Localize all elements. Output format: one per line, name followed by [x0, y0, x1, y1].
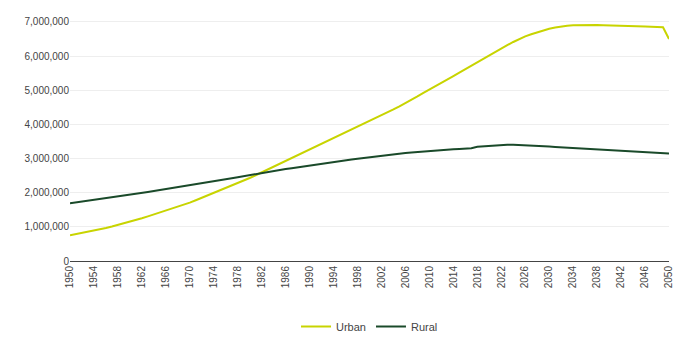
svg-text:1970: 1970 [184, 266, 195, 289]
svg-text:6,000,000: 6,000,000 [25, 51, 70, 62]
svg-text:4,000,000: 4,000,000 [25, 119, 70, 130]
svg-text:1978: 1978 [232, 266, 243, 289]
svg-text:2010: 2010 [424, 266, 435, 289]
svg-text:2006: 2006 [400, 266, 411, 289]
svg-text:2050: 2050 [663, 266, 674, 289]
svg-text:1,000,000: 1,000,000 [25, 221, 70, 232]
svg-text:5,000,000: 5,000,000 [25, 85, 70, 96]
svg-text:Urban: Urban [336, 321, 366, 333]
svg-text:1962: 1962 [136, 266, 147, 289]
svg-text:2030: 2030 [543, 266, 554, 289]
svg-text:1998: 1998 [352, 266, 363, 289]
svg-text:0: 0 [63, 256, 69, 267]
svg-text:1982: 1982 [256, 266, 267, 289]
svg-text:2026: 2026 [519, 266, 530, 289]
svg-text:2042: 2042 [615, 266, 626, 289]
svg-text:2022: 2022 [496, 266, 507, 289]
svg-text:2034: 2034 [567, 266, 578, 289]
svg-text:2002: 2002 [376, 266, 387, 289]
svg-text:2014: 2014 [448, 266, 459, 289]
svg-text:2,000,000: 2,000,000 [25, 187, 70, 198]
svg-text:3,000,000: 3,000,000 [25, 153, 70, 164]
svg-text:Rural: Rural [411, 321, 437, 333]
svg-text:1990: 1990 [304, 266, 315, 289]
svg-text:2018: 2018 [472, 266, 483, 289]
svg-text:1994: 1994 [328, 266, 339, 289]
svg-text:2046: 2046 [639, 266, 650, 289]
svg-text:7,000,000: 7,000,000 [25, 16, 70, 27]
svg-text:1986: 1986 [280, 266, 291, 289]
svg-text:1958: 1958 [112, 266, 123, 289]
svg-text:1966: 1966 [160, 266, 171, 289]
svg-text:1950: 1950 [64, 266, 75, 289]
svg-text:2038: 2038 [591, 266, 602, 289]
svg-text:1954: 1954 [88, 266, 99, 289]
svg-text:1974: 1974 [208, 266, 219, 289]
